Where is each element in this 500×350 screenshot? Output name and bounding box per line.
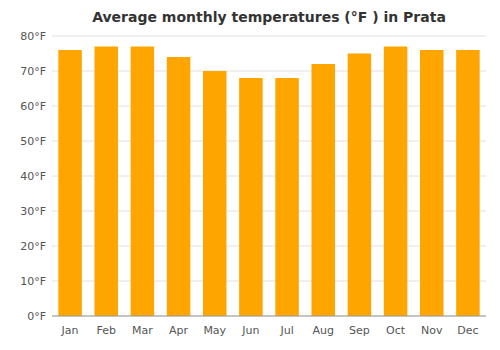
y-tick-label: 20°F [20, 240, 46, 253]
bar [275, 78, 299, 316]
bar [239, 78, 263, 316]
title: Average monthly temperatures (°F ) in Pr… [92, 9, 446, 25]
x-tick-label: Nov [421, 324, 443, 337]
y-axis: 0°F 10°F 20°F 30°F 40°F 50°F 60°F 70°F 80°F [20, 30, 486, 323]
bar [420, 50, 444, 316]
x-axis-line [52, 316, 486, 317]
x-tick-label: Jun [241, 324, 259, 337]
bar [311, 64, 335, 316]
bar [203, 71, 227, 316]
x-tick-label: Apr [169, 324, 189, 337]
bar [384, 47, 408, 317]
grid-line [52, 36, 486, 37]
y-tick-label: 40°F [20, 170, 46, 183]
x-tick-label: May [203, 324, 226, 337]
y-tick-label: 10°F [20, 275, 46, 288]
y-tick-label: 80°F [20, 30, 46, 43]
y-tick-label: 70°F [20, 65, 46, 78]
bar [348, 54, 372, 317]
x-tick-label: Jan [61, 324, 79, 337]
grid-line [52, 316, 486, 317]
y-tick-label: 0°F [27, 310, 46, 323]
x-tick-label: Feb [97, 324, 116, 337]
x-tick-label: Aug [313, 324, 334, 337]
bars [58, 47, 479, 317]
x-axis: Jan Feb Mar Apr May Jun Jul Aug Sep Oct Nov Dec [61, 324, 479, 337]
x-tick-label: Dec [457, 324, 478, 337]
bar [94, 47, 118, 317]
bar [58, 50, 82, 316]
chart: Average monthly temperatures (°F ) in Pr… [0, 0, 500, 350]
bar [131, 47, 155, 317]
x-tick-label: Jul [279, 324, 293, 337]
x-tick-label: Mar [132, 324, 153, 337]
x-tick-label: Sep [349, 324, 370, 337]
bar [167, 57, 191, 316]
chart-container: Average monthly temperatures (°F ) in Pr… [0, 0, 500, 350]
y-tick-label: 30°F [20, 205, 46, 218]
bar [456, 50, 480, 316]
y-tick-label: 50°F [20, 135, 46, 148]
y-tick-label: 60°F [20, 100, 46, 113]
x-tick-label: Oct [386, 324, 406, 337]
